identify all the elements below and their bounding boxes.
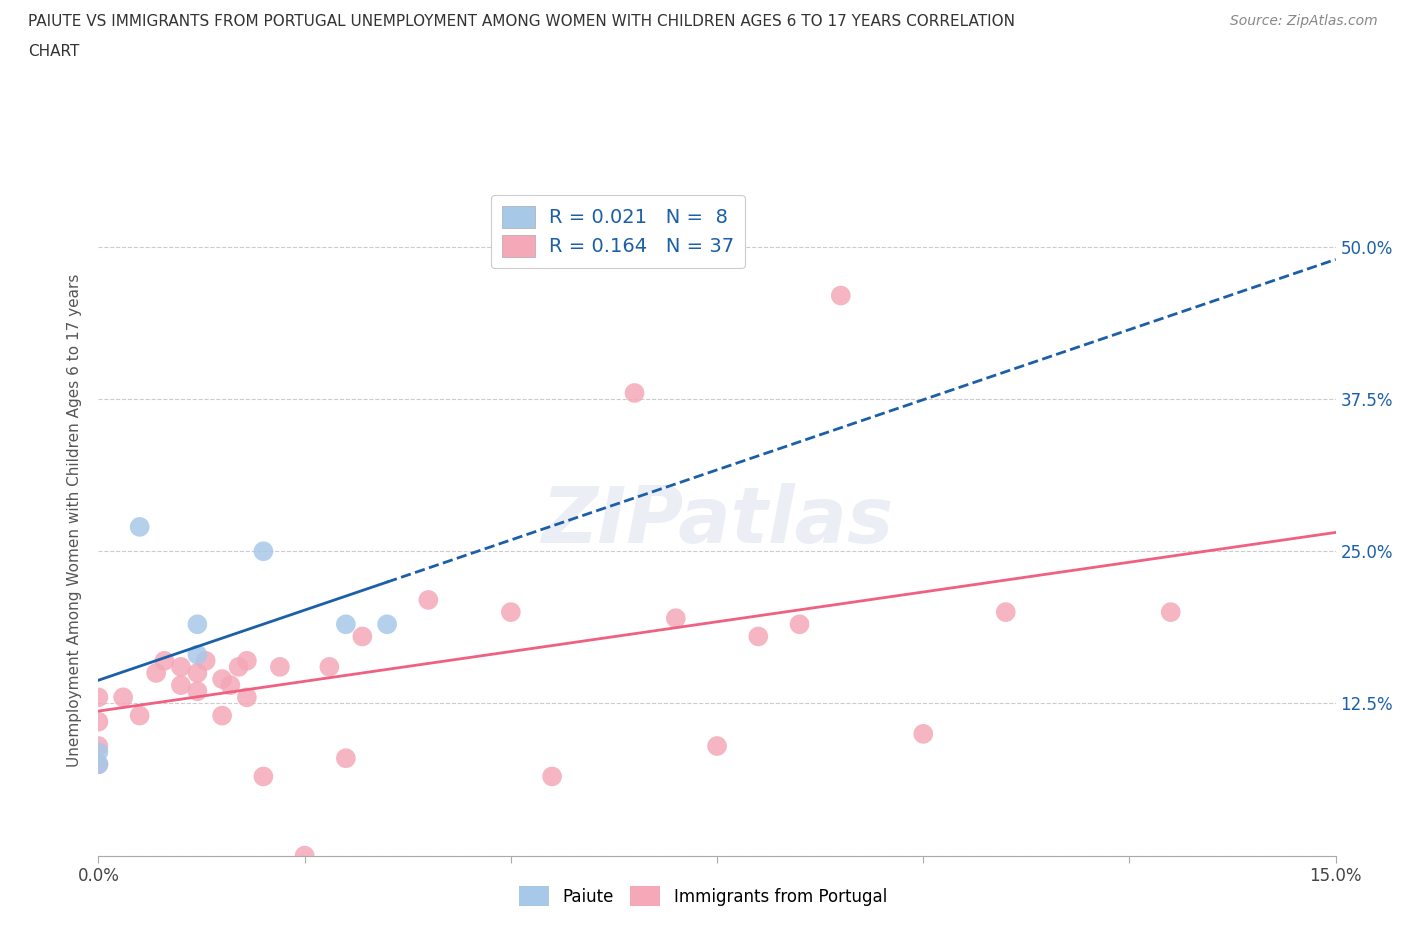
Point xyxy=(145,666,167,681)
Point xyxy=(87,745,110,760)
Point xyxy=(87,757,110,772)
Point xyxy=(186,617,208,631)
Point xyxy=(112,690,135,705)
Point xyxy=(269,659,291,674)
Point xyxy=(87,757,110,772)
Point xyxy=(153,654,176,669)
Point xyxy=(87,738,110,753)
Point xyxy=(128,520,150,535)
Point xyxy=(706,738,728,753)
Point xyxy=(789,617,811,631)
Point xyxy=(1160,604,1182,619)
Point xyxy=(211,671,233,686)
Point xyxy=(236,690,259,705)
Point xyxy=(912,726,935,741)
Point xyxy=(418,592,440,607)
Point xyxy=(747,629,769,644)
Point xyxy=(294,848,316,863)
Point xyxy=(375,617,398,631)
Point xyxy=(541,769,564,784)
Point xyxy=(219,678,242,693)
Point xyxy=(186,684,208,698)
Point xyxy=(194,654,217,669)
Y-axis label: Unemployment Among Women with Children Ages 6 to 17 years: Unemployment Among Women with Children A… xyxy=(67,274,83,767)
Point xyxy=(335,751,357,765)
Text: PAIUTE VS IMMIGRANTS FROM PORTUGAL UNEMPLOYMENT AMONG WOMEN WITH CHILDREN AGES 6: PAIUTE VS IMMIGRANTS FROM PORTUGAL UNEMP… xyxy=(28,14,1015,29)
Point xyxy=(228,659,250,674)
Point xyxy=(87,714,110,729)
Point xyxy=(186,666,208,681)
Point xyxy=(623,386,645,401)
Text: CHART: CHART xyxy=(28,44,80,59)
Point xyxy=(128,708,150,723)
Point xyxy=(352,629,374,644)
Point xyxy=(252,544,274,559)
Point xyxy=(499,604,522,619)
Point xyxy=(318,659,340,674)
Point xyxy=(665,611,688,626)
Point xyxy=(170,659,193,674)
Point xyxy=(87,690,110,705)
Point xyxy=(211,708,233,723)
Text: ZIPatlas: ZIPatlas xyxy=(541,483,893,559)
Text: Source: ZipAtlas.com: Source: ZipAtlas.com xyxy=(1230,14,1378,28)
Point xyxy=(170,678,193,693)
Point xyxy=(252,769,274,784)
Point xyxy=(830,288,852,303)
Legend: R = 0.021   N =  8, R = 0.164   N = 37: R = 0.021 N = 8, R = 0.164 N = 37 xyxy=(491,195,745,268)
Point xyxy=(994,604,1017,619)
Legend: Paiute, Immigrants from Portugal: Paiute, Immigrants from Portugal xyxy=(512,880,894,912)
Point xyxy=(335,617,357,631)
Point xyxy=(236,654,259,669)
Point xyxy=(186,647,208,662)
